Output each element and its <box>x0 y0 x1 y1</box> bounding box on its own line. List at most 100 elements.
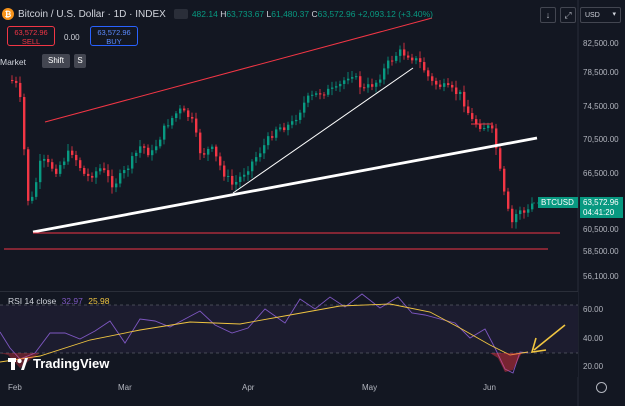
rsi-legend[interactable]: RSI 14 close 32.97 25.98 <box>8 296 110 306</box>
rsi-line <box>0 293 529 374</box>
tradingview-logo: TradingView <box>8 356 109 371</box>
candle-body <box>175 113 178 119</box>
candle-body <box>107 170 110 177</box>
download-icon[interactable]: ↓ <box>540 7 556 23</box>
candle-body <box>403 49 406 56</box>
candle-body <box>291 121 294 125</box>
candle-body <box>479 124 482 129</box>
rsi-value: 32.97 <box>61 296 83 306</box>
rsi-label: RSI 14 close <box>8 296 57 306</box>
candle-body <box>15 80 18 83</box>
candle-body <box>431 76 434 81</box>
candle-body <box>455 87 458 95</box>
symbol-header: ₿ Bitcoin / U.S. Dollar · 1D · INDEX 482… <box>2 6 433 22</box>
candle-body <box>63 161 66 166</box>
close-label: C <box>311 9 318 19</box>
rsi-ma-line <box>0 303 529 363</box>
candle-body <box>375 82 378 87</box>
candle-body <box>83 168 86 174</box>
buy-label: BUY <box>106 37 122 46</box>
candle-body <box>23 97 26 150</box>
price-tick-label: 66,500.00 <box>583 169 619 178</box>
candle-body <box>459 91 462 95</box>
channel-upper-line <box>44 17 433 123</box>
candle-body <box>435 80 438 85</box>
s-key-hint: S <box>74 54 86 68</box>
ohlc-readout: 482.14 H63,733.67 L61,480.37 C63,572.96 … <box>192 9 433 19</box>
candle-body <box>467 106 470 114</box>
candle-body <box>155 146 158 151</box>
price-tag-value: 63,572.96 <box>580 197 623 208</box>
candle-body <box>395 55 398 61</box>
candle-body <box>79 160 82 169</box>
candle-body <box>359 76 362 88</box>
candle-body <box>347 78 350 81</box>
candle-body <box>167 125 170 127</box>
candle-body <box>71 150 74 155</box>
candle-body <box>87 173 90 176</box>
rsi-tick-20: 20.00 <box>583 362 604 371</box>
candle-body <box>111 176 114 188</box>
sell-button[interactable]: 63,572.96 SELL <box>7 26 55 46</box>
price-pane <box>0 0 578 292</box>
sell-price: 63,572.96 <box>14 28 48 37</box>
candle-body <box>223 165 226 177</box>
currency-select[interactable]: USD ▾ <box>580 7 621 23</box>
candle-body <box>231 175 234 185</box>
candle-body <box>115 183 118 188</box>
brand-name: TradingView <box>33 356 110 371</box>
candle-body <box>287 124 290 131</box>
candle-body <box>67 150 70 162</box>
candle-body <box>215 146 218 157</box>
high-label: H <box>220 9 227 19</box>
candle-body <box>507 191 510 209</box>
candle-body <box>319 93 322 95</box>
candle-body <box>427 70 430 77</box>
candle-body <box>295 119 298 122</box>
annotation-arrow <box>533 324 566 351</box>
buy-price: 63,572.96 <box>97 28 131 37</box>
candle-body <box>51 162 54 169</box>
candle-body <box>523 210 526 213</box>
candle-body <box>183 108 186 111</box>
candle-body <box>495 128 498 149</box>
candle-body <box>19 82 22 98</box>
candle-body <box>131 156 134 169</box>
candle-body <box>307 95 310 103</box>
time-label-jun: Jun <box>483 383 496 392</box>
candle-body <box>195 118 198 133</box>
price-tick-label: 58,500.00 <box>583 247 619 256</box>
fullscreen-icon[interactable]: ⤢ <box>560 7 576 23</box>
symbol-title[interactable]: Bitcoin / U.S. Dollar · 1D · INDEX <box>18 8 166 20</box>
candle-body <box>271 136 274 138</box>
candle-body <box>415 58 418 61</box>
candle-body <box>47 158 50 163</box>
candle-body <box>239 176 242 182</box>
candle-body <box>331 87 334 89</box>
eye-icon[interactable] <box>173 9 188 19</box>
candle-body <box>191 116 194 119</box>
buy-button[interactable]: 63,572.96 BUY <box>90 26 138 46</box>
candle-body <box>55 168 58 174</box>
candle-body <box>35 182 38 197</box>
high-value: 63,733.67 <box>226 9 265 19</box>
settings-icon[interactable] <box>596 382 607 393</box>
candle-body <box>123 170 126 174</box>
main-trendline <box>32 136 538 234</box>
candle-body <box>259 153 262 158</box>
rsi-tick-60: 60.00 <box>583 305 604 314</box>
candle-body <box>143 146 146 148</box>
candle-body <box>59 165 62 174</box>
candle-body <box>27 149 30 201</box>
candle-body <box>399 49 402 56</box>
candle-body <box>31 196 34 201</box>
candle-body <box>311 94 314 96</box>
candle-body <box>475 119 478 125</box>
candle-body <box>323 94 326 96</box>
market-order-label[interactable]: Market <box>0 57 26 67</box>
candle-body <box>103 168 106 171</box>
candle-body <box>159 139 162 147</box>
bitcoin-icon: ₿ <box>2 8 14 20</box>
candle-body <box>171 118 174 126</box>
